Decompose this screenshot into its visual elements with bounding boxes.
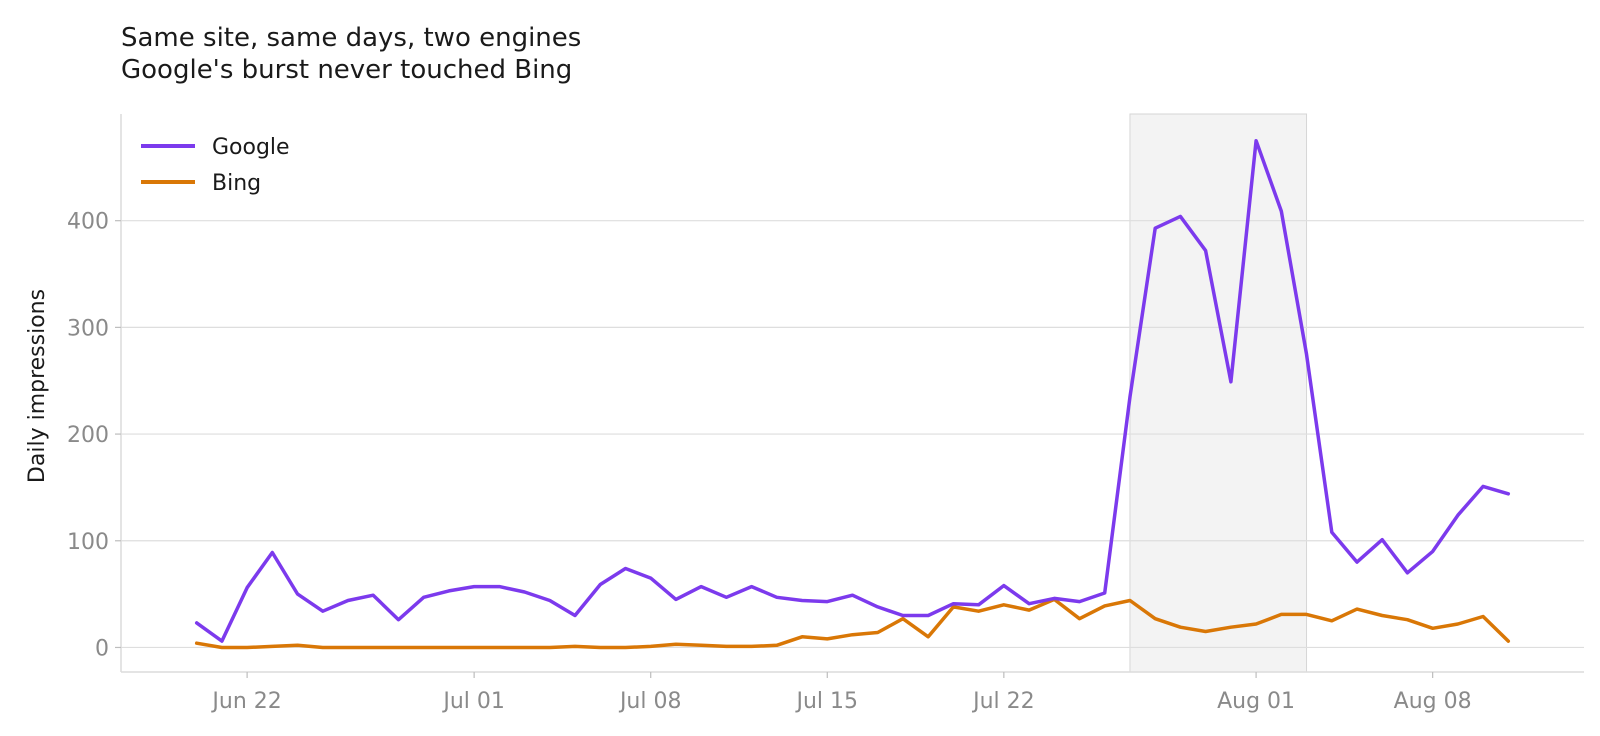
y-axis-label: Daily impressions	[25, 289, 50, 483]
y-tick-label: 300	[67, 316, 109, 341]
legend: Google Bing	[141, 135, 290, 196]
x-tick-label: Jul 22	[971, 689, 1035, 714]
chart-title-block: Same site, same days, two engines Google…	[121, 22, 581, 86]
x-tick-label: Jul 01	[441, 689, 505, 714]
highlight-layer	[1129, 113, 1308, 673]
y-tick-label: 0	[95, 636, 109, 661]
legend-label-bing: Bing	[212, 171, 261, 196]
series-layer	[194, 138, 1511, 650]
chart-subtitle: Google's burst never touched Bing	[121, 55, 573, 85]
x-tick-label: Jul 08	[618, 689, 682, 714]
highlight-band	[1129, 113, 1308, 673]
series-line-google	[194, 138, 1511, 643]
legend-label-google: Google	[212, 135, 290, 160]
x-tick-label: Aug 01	[1217, 689, 1295, 714]
series-line-bing	[194, 597, 1511, 650]
chart-title: Same site, same days, two engines	[121, 23, 582, 53]
x-tick-label: Aug 08	[1394, 689, 1472, 714]
axes	[120, 114, 1584, 673]
tick-labels: 0 100 200 300 400 Jun 22 Jul 01 Jul 08 Jul 15 Jul…	[67, 210, 1472, 714]
y-tick-label: 200	[67, 423, 109, 448]
y-tick-label: 100	[67, 530, 109, 555]
y-tick-label: 400	[67, 210, 109, 235]
x-tick-label: Jun 22	[210, 689, 281, 714]
gridlines	[121, 220, 1584, 649]
x-tick-label: Jul 15	[795, 689, 859, 714]
